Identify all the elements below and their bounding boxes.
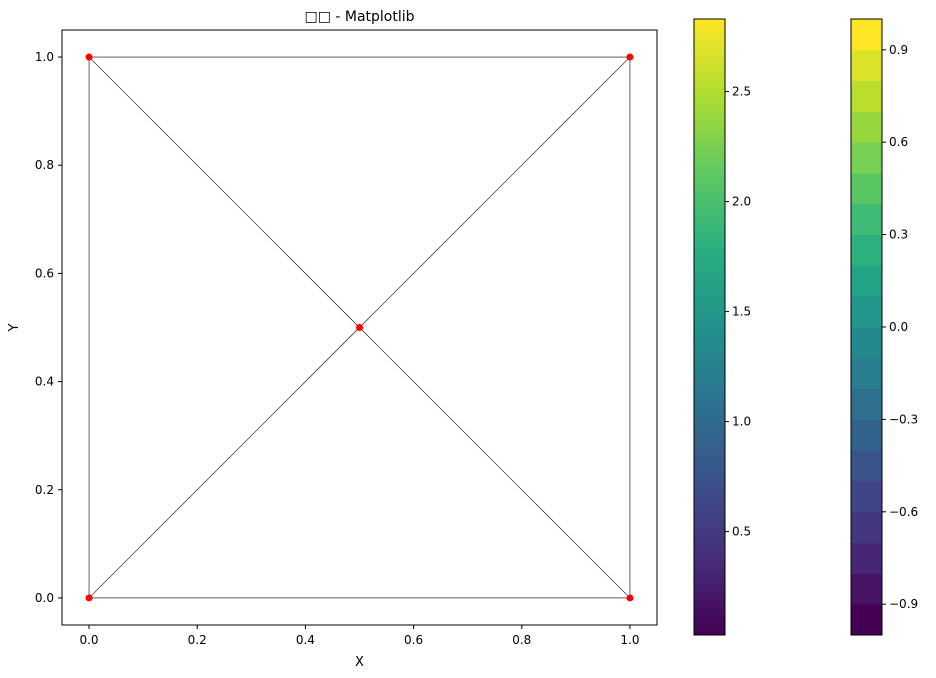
x-tick-label: 0.6	[404, 633, 423, 647]
y-tick-label: 1.0	[35, 50, 54, 64]
mesh-node	[626, 594, 634, 602]
x-axis-label: X	[355, 655, 364, 670]
mesh-edge	[359, 327, 631, 599]
colorbar-level	[851, 142, 882, 174]
colorbar-level	[851, 80, 882, 112]
colorbar-level	[851, 450, 882, 482]
colorbar-level	[851, 511, 882, 544]
y-tick-label: 0.2	[35, 483, 54, 497]
mesh-node	[626, 53, 634, 61]
main-axes: 0.0 0.2 0.4 0.6 0.8 1.0 0.0 0.2 0.4 0.6 0.8 1.0 □□…	[7, 9, 658, 670]
mesh-node	[85, 53, 93, 61]
mesh-edge	[88, 327, 360, 599]
colorbar-discrete: −0.9 −0.6 −0.3 0.0 0.3 0.6 0.9	[850, 18, 918, 636]
mesh-node	[85, 594, 93, 602]
colorbar-level	[851, 203, 882, 236]
colorbar-tick-label: 0.9	[889, 43, 908, 57]
colorbar-level	[851, 604, 882, 636]
y-tick-label: 0.8	[35, 158, 54, 172]
colorbar-level	[851, 327, 882, 359]
colorbar-level	[851, 481, 882, 513]
colorbar-tick-label: 0.3	[889, 228, 908, 242]
y-axis-ticks: 0.0 0.2 0.4 0.6 0.8 1.0	[35, 50, 62, 605]
colorbar-tick-label: 1.0	[732, 415, 751, 429]
colorbar-level	[851, 542, 882, 574]
colorbar-tick-label: 1.5	[732, 305, 751, 319]
colorbar-tick-label: 0.5	[732, 525, 751, 539]
mesh-nodes	[85, 53, 634, 602]
x-tick-label: 0.2	[188, 633, 207, 647]
y-tick-label: 0.6	[35, 266, 54, 280]
colorbar-level	[851, 111, 882, 143]
colorbar-tick-label: 0.6	[889, 135, 908, 149]
colorbar-tick-label: −0.3	[889, 412, 918, 426]
colorbar-level	[851, 419, 882, 451]
colorbar-tick-label: −0.9	[889, 597, 918, 611]
colorbar-tick-label: 2.0	[732, 195, 751, 209]
y-tick-label: 0.4	[35, 375, 54, 389]
y-tick-label: 0.0	[35, 591, 54, 605]
x-tick-label: 0.4	[296, 633, 315, 647]
chart-title: □□ - Matplotlib	[304, 9, 414, 25]
x-tick-label: 0.0	[79, 633, 98, 647]
x-tick-label: 1.0	[620, 633, 639, 647]
mesh-edges	[88, 56, 631, 599]
colorbar-level	[851, 234, 882, 266]
colorbar-continuous: 0.5 1.0 1.5 2.0 2.5	[693, 18, 751, 636]
colorbar-tick-label: 2.5	[732, 85, 751, 99]
colorbar-level	[851, 265, 882, 297]
colorbar-level	[851, 173, 882, 205]
colorbar-frame	[693, 18, 726, 636]
mesh-node	[356, 324, 363, 331]
colorbar-level	[851, 573, 882, 605]
y-axis-label: Y	[7, 323, 22, 332]
colorbar-level	[851, 296, 882, 328]
mesh-edge	[88, 56, 360, 328]
colorbar-tick-label: −0.6	[889, 505, 918, 519]
mesh-edge	[359, 56, 631, 328]
x-tick-label: 0.8	[512, 633, 531, 647]
colorbar-level	[851, 357, 882, 390]
x-axis-ticks: 0.0 0.2 0.4 0.6 0.8 1.0	[79, 625, 640, 647]
colorbar-level	[851, 19, 882, 51]
colorbar-tick-label: 0.0	[889, 320, 908, 334]
colorbar-level	[851, 49, 882, 82]
colorbar-gradient	[694, 19, 725, 635]
colorbar-level	[851, 388, 882, 420]
